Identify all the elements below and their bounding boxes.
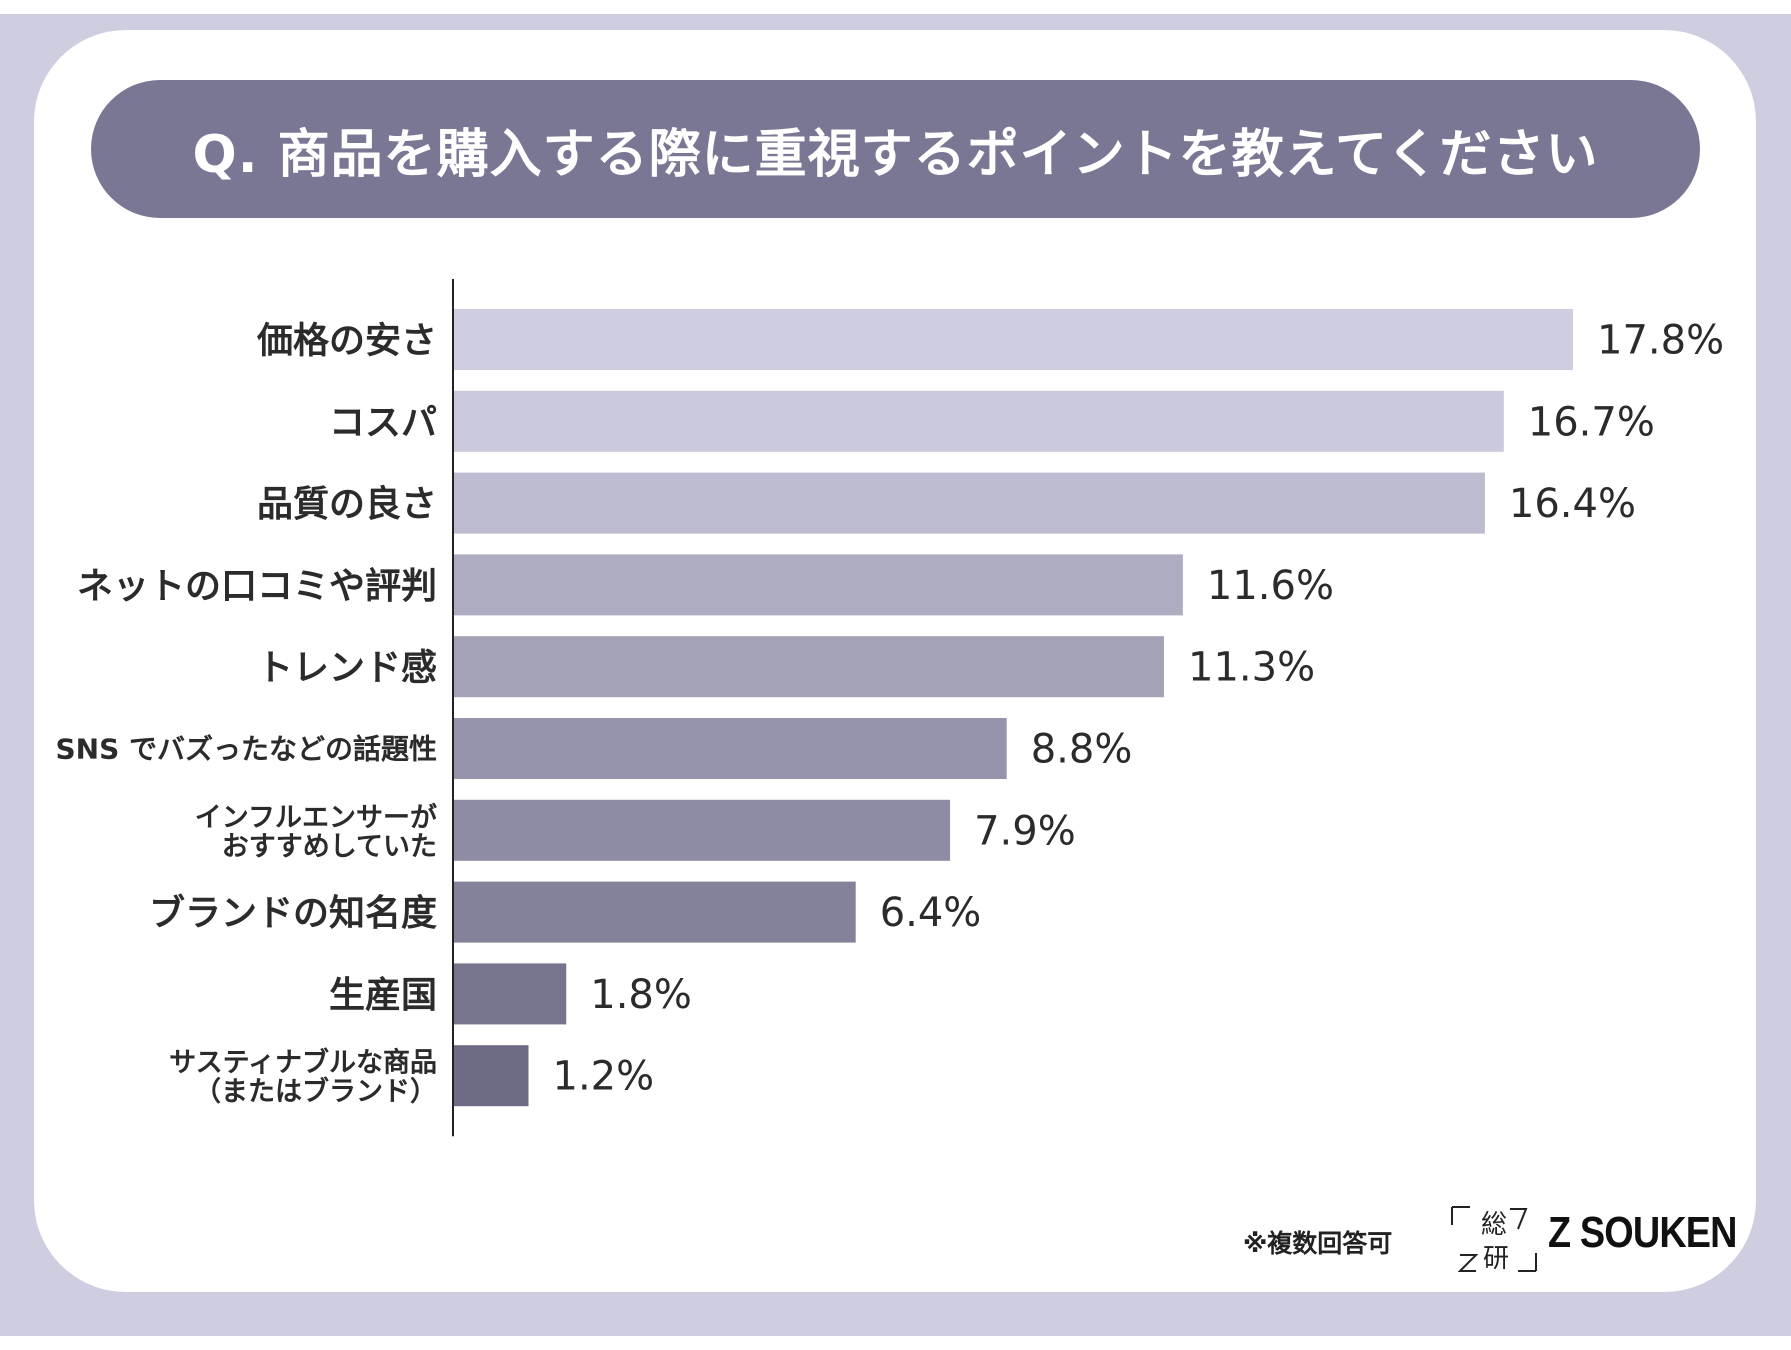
bar-1	[453, 309, 1573, 370]
value-label-5: 11.3%	[1188, 645, 1315, 691]
category-label-3: 品質の良さ	[257, 484, 437, 525]
bar-6	[453, 718, 1007, 779]
logo-kanji-top: 総	[1481, 1210, 1507, 1240]
category-label-10-line-1: サスティナブルな商品	[169, 1047, 437, 1079]
category-label-9: 生産国	[329, 975, 437, 1016]
category-label-1: 価格の安さ	[256, 320, 437, 361]
value-label-9: 1.8%	[590, 972, 692, 1018]
value-label-6: 8.8%	[1031, 727, 1133, 773]
bar-4	[453, 554, 1183, 616]
category-label-6: SNS でバズったなどの話題性	[55, 733, 437, 766]
category-label-5: トレンド感	[257, 648, 437, 689]
value-label-8: 6.4%	[880, 890, 982, 936]
bar-3	[453, 472, 1485, 534]
bar-10	[453, 1045, 529, 1107]
bar-8	[453, 881, 856, 943]
category-label-2: コスパ	[329, 402, 437, 443]
category-label-8: ブランドの知名度	[149, 892, 437, 934]
value-label-1: 17.8%	[1597, 318, 1724, 364]
bar-5	[453, 636, 1165, 698]
category-label-4: ネットの口コミや評判	[77, 566, 437, 607]
logo-wordmark: Z SOUKEN	[1548, 1208, 1738, 1257]
footnote: ※複数回答可	[1243, 1229, 1393, 1258]
bar-9	[453, 963, 567, 1025]
bar-2	[453, 390, 1504, 452]
title-banner: Q. 商品を購入する際に重視するポイントを教えてください	[91, 80, 1700, 218]
chart-title: Q. 商品を購入する際に重視するポイントを教えてください	[192, 124, 1599, 185]
souken-logo-mark: 総 研	[1451, 1206, 1537, 1274]
category-label-10-line-2: （またはブランド）	[194, 1076, 437, 1108]
value-label-4: 11.6%	[1207, 563, 1334, 609]
value-label-7: 7.9%	[974, 808, 1076, 854]
category-label-7-line-1: インフルエンサーが	[195, 801, 437, 833]
value-label-2: 16.7%	[1528, 399, 1655, 445]
category-label-7-line-2: おすすめしていた	[222, 831, 437, 862]
value-label-10: 1.2%	[553, 1054, 655, 1100]
bar-7	[453, 799, 951, 861]
logo-kanji-bottom: 研	[1483, 1244, 1509, 1274]
value-label-3: 16.4%	[1509, 481, 1636, 527]
